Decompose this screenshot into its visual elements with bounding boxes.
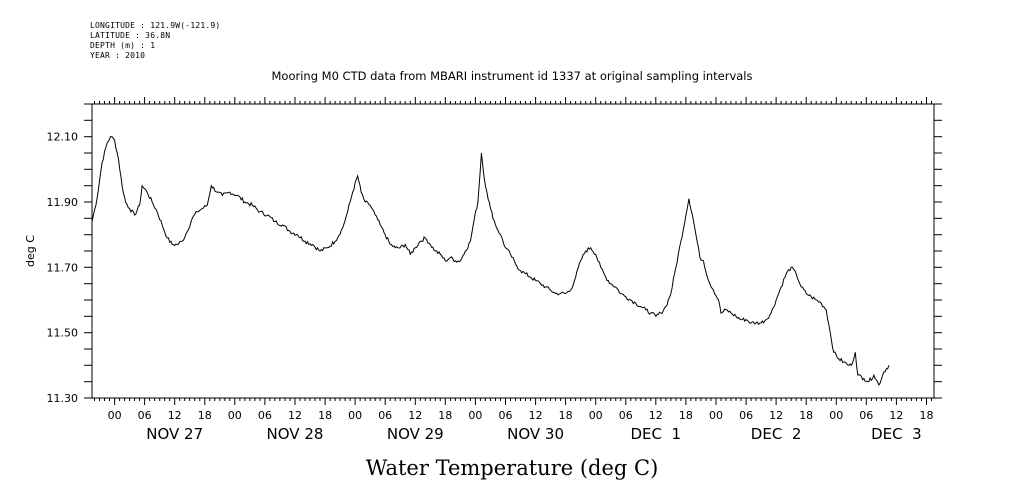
- longitude-label: LONGITUDE : 121.9W(-121.9): [90, 21, 221, 30]
- y-axis-tick-labels: 11.30 11.50 11.70 11.90 12.10: [47, 131, 79, 405]
- year-label: YEAR : 2010: [90, 51, 146, 60]
- x-hour-label: 18: [198, 409, 212, 422]
- x-day-label: DEC 1: [631, 425, 682, 443]
- water-temperature-line: [91, 136, 890, 386]
- x-hour-label: 06: [138, 409, 152, 422]
- x-hour-label: 06: [499, 409, 513, 422]
- x-hour-label: 06: [378, 409, 392, 422]
- latitude-label: LATITUDE : 36.8N: [90, 31, 171, 40]
- x-hour-label: 18: [438, 409, 452, 422]
- x-hour-label: 00: [468, 409, 482, 422]
- x-day-label: DEC 3: [871, 425, 922, 443]
- x-hour-label: 06: [859, 409, 873, 422]
- x-day-label: NOV 30: [507, 425, 564, 443]
- x-hour-label: 12: [889, 409, 903, 422]
- x-hour-label: 18: [559, 409, 573, 422]
- axis-ticks: [84, 97, 942, 405]
- chart-title: Mooring M0 CTD data from MBARI instrumen…: [272, 69, 753, 83]
- x-hour-label: 12: [769, 409, 783, 422]
- y-tick-label: 11.90: [47, 196, 79, 209]
- x-hour-label: 00: [709, 409, 723, 422]
- x-hour-label: 12: [529, 409, 543, 422]
- x-hour-label: 12: [649, 409, 663, 422]
- x-hour-label: 00: [589, 409, 603, 422]
- y-tick-label: 11.50: [47, 327, 79, 340]
- x-hour-label: 18: [318, 409, 332, 422]
- plot-frame: [91, 103, 935, 399]
- x-hour-label: 00: [829, 409, 843, 422]
- x-hour-label: 06: [619, 409, 633, 422]
- x-axis-label: Water Temperature (deg C): [366, 456, 659, 480]
- x-hour-label: 00: [228, 409, 242, 422]
- x-day-label: DEC 2: [751, 425, 802, 443]
- x-hour-label: 12: [288, 409, 302, 422]
- x-hour-label: 00: [348, 409, 362, 422]
- x-hour-label: 00: [108, 409, 122, 422]
- x-axis-tick-labels: 00 06 12 18 00 06 12 18 00 06 12 18 00 06 12 18 00 06 12 18…: [108, 409, 934, 443]
- x-hour-label: 18: [799, 409, 813, 422]
- x-hour-label: 18: [920, 409, 934, 422]
- x-day-label: NOV 29: [387, 425, 444, 443]
- y-tick-label: 12.10: [47, 131, 79, 144]
- x-day-label: NOV 27: [146, 425, 203, 443]
- dataset-metadata: LONGITUDE : 121.9W(-121.9) LATITUDE : 36…: [90, 21, 220, 61]
- y-tick-label: 11.70: [47, 261, 79, 274]
- x-hour-label: 06: [258, 409, 272, 422]
- y-axis-label: deg C: [24, 235, 37, 267]
- x-hour-label: 12: [168, 409, 182, 422]
- x-hour-label: 12: [408, 409, 422, 422]
- x-hour-label: 06: [739, 409, 753, 422]
- x-day-label: NOV 28: [267, 425, 324, 443]
- y-tick-label: 11.30: [47, 392, 79, 405]
- x-hour-label: 18: [679, 409, 693, 422]
- depth-label: DEPTH (m) : 1: [90, 41, 156, 50]
